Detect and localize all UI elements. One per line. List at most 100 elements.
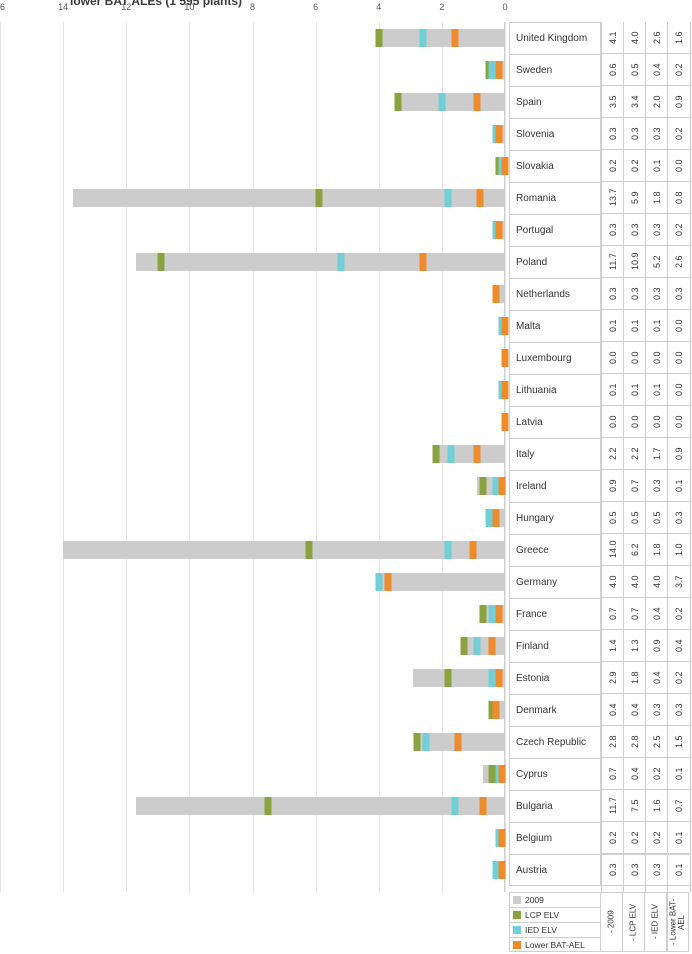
data-cell: 0.0: [668, 150, 690, 182]
bar-row: [0, 253, 505, 271]
marker-ied_elv: [423, 733, 430, 751]
data-cell: 2.8: [602, 726, 624, 758]
country-label: Malta: [509, 310, 601, 342]
data-cell: 0.0: [646, 342, 668, 374]
data-cell: 3.4: [624, 86, 646, 118]
data-cell: 1.7: [646, 438, 668, 470]
marker-lower_bat: [502, 317, 509, 335]
marker-lower_bat: [492, 509, 499, 527]
data-cell: 0.3: [602, 214, 624, 246]
data-cell: 0.3: [624, 214, 646, 246]
data-col-lower_bat: 1.60.20.90.20.00.80.22.60.30.00.00.00.00…: [667, 22, 691, 892]
data-cell: 0.3: [602, 278, 624, 310]
data-cell: 0.0: [602, 342, 624, 374]
data-cell: 11.7: [602, 790, 624, 822]
marker-lower_bat: [498, 477, 505, 495]
data-cell: 4.0: [624, 22, 646, 54]
marker-lcp_elv: [315, 189, 322, 207]
country-label: Belgium: [509, 822, 601, 854]
bar-row: [0, 477, 505, 495]
legend-row: Lower BAT-AEL: [510, 937, 600, 952]
data-cell: 1.8: [624, 662, 646, 694]
data-cell: 1.8: [646, 534, 668, 566]
marker-lower_bat: [419, 253, 426, 271]
marker-lower_bat: [451, 29, 458, 47]
marker-lower_bat: [495, 61, 502, 79]
data-cell: 0.0: [646, 406, 668, 438]
bar-row: [0, 637, 505, 655]
data-cell: 0.7: [602, 598, 624, 630]
data-cell: 0.1: [668, 470, 690, 502]
legend-keys: 2009LCP ELVIED ELVLower BAT-AEL: [509, 892, 601, 952]
data-cell: 0.5: [624, 54, 646, 86]
bar-row: [0, 157, 505, 175]
country-label: Germany: [509, 566, 601, 598]
bar-row: [0, 93, 505, 111]
data-cell: 5.2: [646, 246, 668, 278]
data-cell: 1.8: [646, 182, 668, 214]
data-cell: 2.6: [646, 22, 668, 54]
legend-label: 2009: [525, 895, 544, 905]
bar-row: [0, 733, 505, 751]
marker-lower_bat: [385, 573, 392, 591]
bar-2009: [63, 541, 505, 559]
bar-row: [0, 125, 505, 143]
data-cell: 0.3: [668, 278, 690, 310]
marker-ied_elv: [445, 189, 452, 207]
data-cell: 2.9: [602, 662, 624, 694]
x-tick-label: 16: [0, 2, 5, 12]
data-cell: 0.2: [646, 822, 668, 854]
data-cell: 0.1: [668, 822, 690, 854]
data-cell: 0.3: [646, 278, 668, 310]
data-cell: 0.3: [646, 214, 668, 246]
data-cell: 2.5: [646, 726, 668, 758]
data-cell: 0.1: [624, 310, 646, 342]
data-cell: 5.9: [624, 182, 646, 214]
gridline: [505, 22, 506, 892]
data-cell: 2.0: [646, 86, 668, 118]
marker-lower_bat: [498, 861, 505, 879]
marker-ied_elv: [473, 637, 480, 655]
data-cell: 0.0: [602, 406, 624, 438]
data-cell: 0.0: [624, 342, 646, 374]
country-label-column: United KingdomSwedenSpainSloveniaSlovaki…: [509, 22, 601, 892]
legend-swatch: [513, 941, 521, 949]
country-label: Portugal: [509, 214, 601, 246]
data-cell: 0.3: [624, 278, 646, 310]
data-cell: 0.2: [602, 822, 624, 854]
marker-lcp_elv: [413, 733, 420, 751]
marker-ied_elv: [438, 93, 445, 111]
data-cell: 0.2: [668, 214, 690, 246]
marker-ied_elv: [445, 541, 452, 559]
data-col-y2009: 4.10.63.50.30.213.70.311.70.30.10.00.10.…: [601, 22, 624, 892]
data-cell: 0.7: [602, 758, 624, 790]
data-cell: 0.4: [668, 630, 690, 662]
data-cell: 0.1: [624, 374, 646, 406]
data-cell: 7.5: [624, 790, 646, 822]
data-cell: 13.7: [602, 182, 624, 214]
bar-row: [0, 509, 505, 527]
data-cell: 0.2: [624, 822, 646, 854]
data-cell: 2.8: [624, 726, 646, 758]
data-cell: 0.8: [668, 182, 690, 214]
country-label: Latvia: [509, 406, 601, 438]
country-label: Poland: [509, 246, 601, 278]
bar-row: [0, 349, 505, 367]
legend-column-headers: - 2009- LCP ELV- IED ELV- Lower BAT-AEL: [601, 892, 689, 952]
x-tick-label: 8: [250, 2, 255, 12]
data-cell: 0.5: [624, 502, 646, 534]
data-cell: 0.9: [668, 438, 690, 470]
data-cell: 0.4: [602, 694, 624, 726]
data-cell: 0.1: [646, 150, 668, 182]
data-cell: 0.2: [646, 758, 668, 790]
data-cell: 2.2: [602, 438, 624, 470]
data-cell: 0.3: [646, 854, 668, 886]
data-cell: 0.3: [646, 470, 668, 502]
data-cell: 1.6: [646, 790, 668, 822]
data-cell: 0.0: [624, 406, 646, 438]
country-label: Bulgaria: [509, 790, 601, 822]
bar-row: [0, 701, 505, 719]
data-cell: 0.5: [602, 502, 624, 534]
marker-lower_bat: [495, 605, 502, 623]
data-cell: 0.2: [602, 150, 624, 182]
